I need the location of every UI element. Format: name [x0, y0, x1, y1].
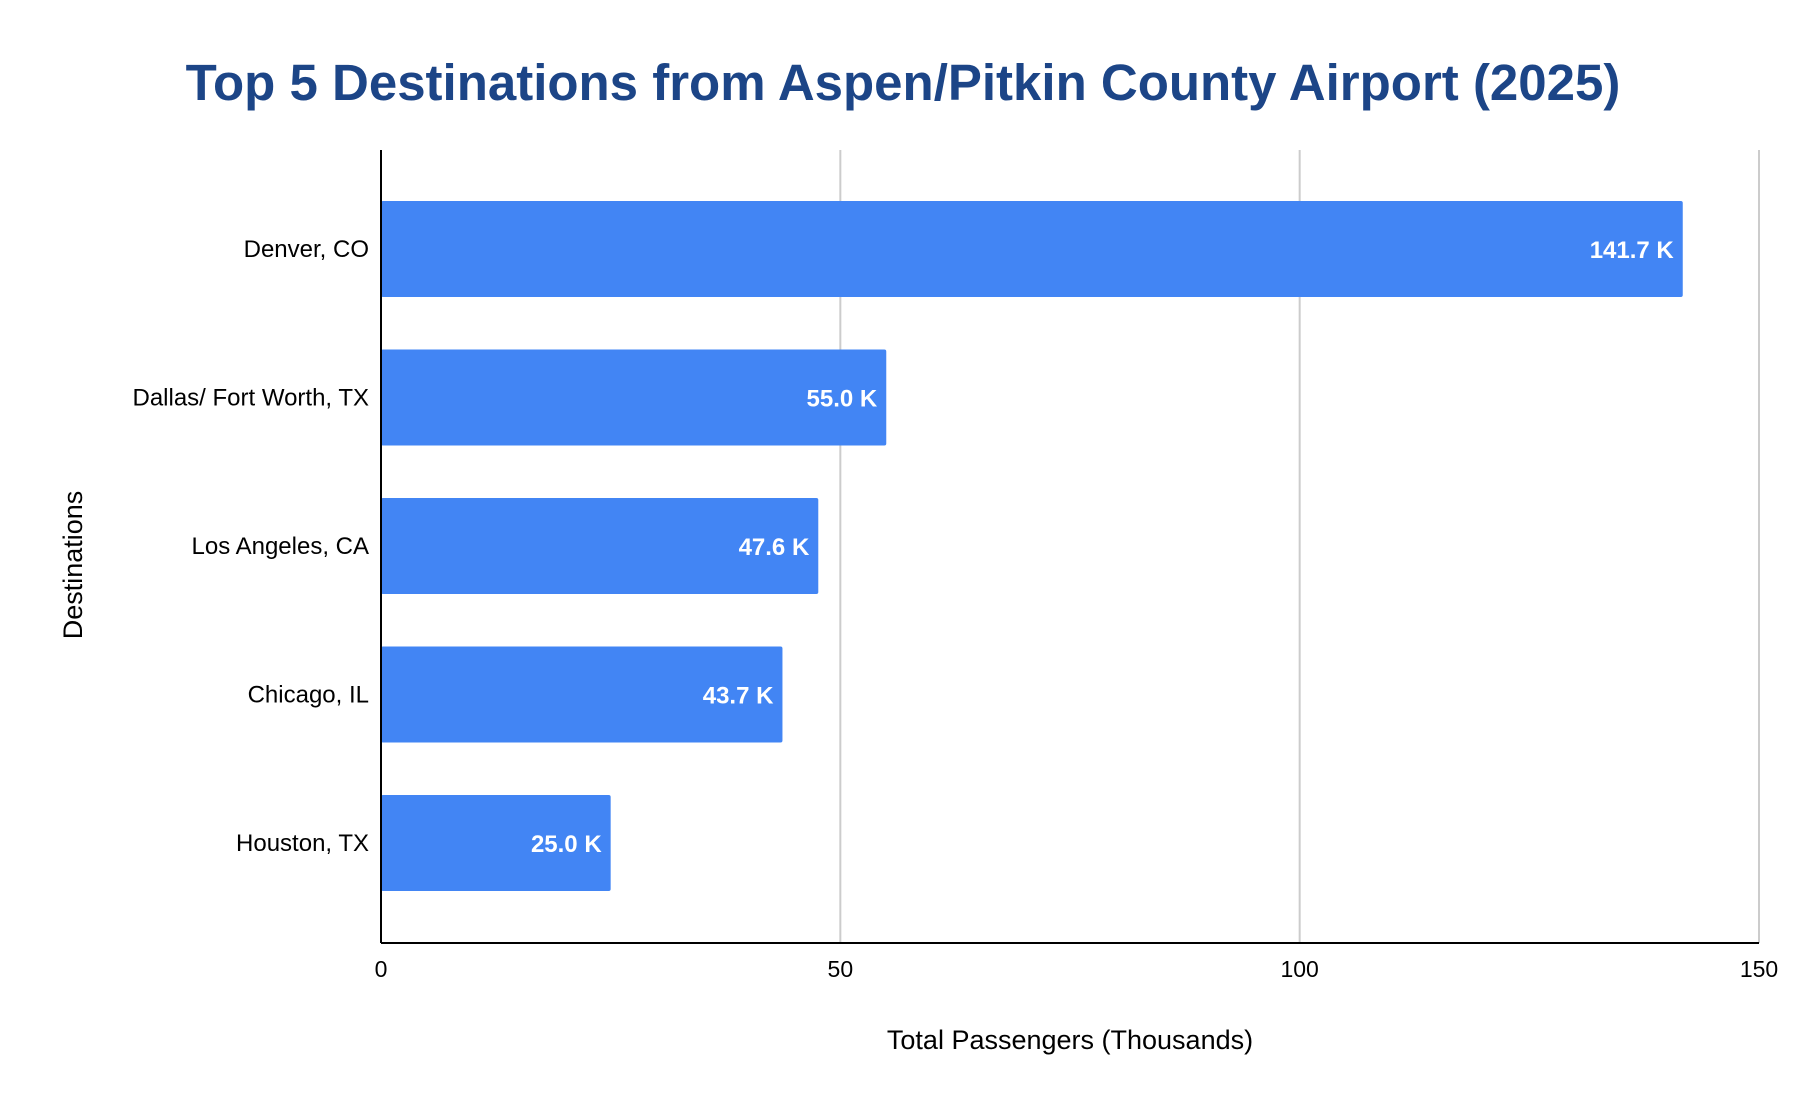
x-axis-title: Total Passengers (Thousands): [887, 1025, 1253, 1055]
category-labels: Denver, CO Dallas/ Fort Worth, TX Los Ange…: [132, 236, 369, 857]
chart-title: Top 5 Destinations from Aspen/Pitkin Cou…: [186, 54, 1621, 111]
x-tick-label-150: 150: [1740, 956, 1778, 982]
category-label-los-angeles-ca: Los Angeles, CA: [192, 533, 369, 560]
bar-houston-tx: [381, 795, 611, 891]
data-label-houston-tx: 25.0 K: [531, 831, 602, 858]
data-labels: 141.7 K 55.0 K 47.6 K 43.7 K 25.0 K: [531, 237, 1674, 858]
bar-dallas-fort-worth-tx: [381, 349, 887, 446]
x-tick-label-50: 50: [828, 956, 854, 982]
y-axis-title: Destinations: [58, 491, 88, 640]
category-label-houston-tx: Houston, TX: [236, 830, 369, 857]
bar-los-angeles-ca: [381, 498, 819, 594]
x-tick-label-0: 0: [375, 956, 388, 982]
category-label-dallas-fort-worth-tx: Dallas/ Fort Worth, TX: [132, 385, 369, 412]
axes: [380, 150, 1759, 944]
data-label-los-angeles-ca: 47.6 K: [739, 534, 810, 561]
bar-chicago-il: [381, 646, 783, 743]
category-label-denver-co: Denver, CO: [244, 236, 369, 263]
bars: [381, 201, 1683, 891]
category-label-chicago-il: Chicago, IL: [248, 682, 369, 709]
x-tick-label-100: 100: [1280, 956, 1318, 982]
bar-denver-co: [381, 201, 1683, 297]
data-label-chicago-il: 43.7 K: [703, 683, 774, 710]
data-label-dallas-fort-worth-tx: 55.0 K: [807, 386, 878, 413]
data-label-denver-co: 141.7 K: [1590, 237, 1675, 264]
x-tick-labels: 0 50 100 150: [375, 956, 1779, 982]
